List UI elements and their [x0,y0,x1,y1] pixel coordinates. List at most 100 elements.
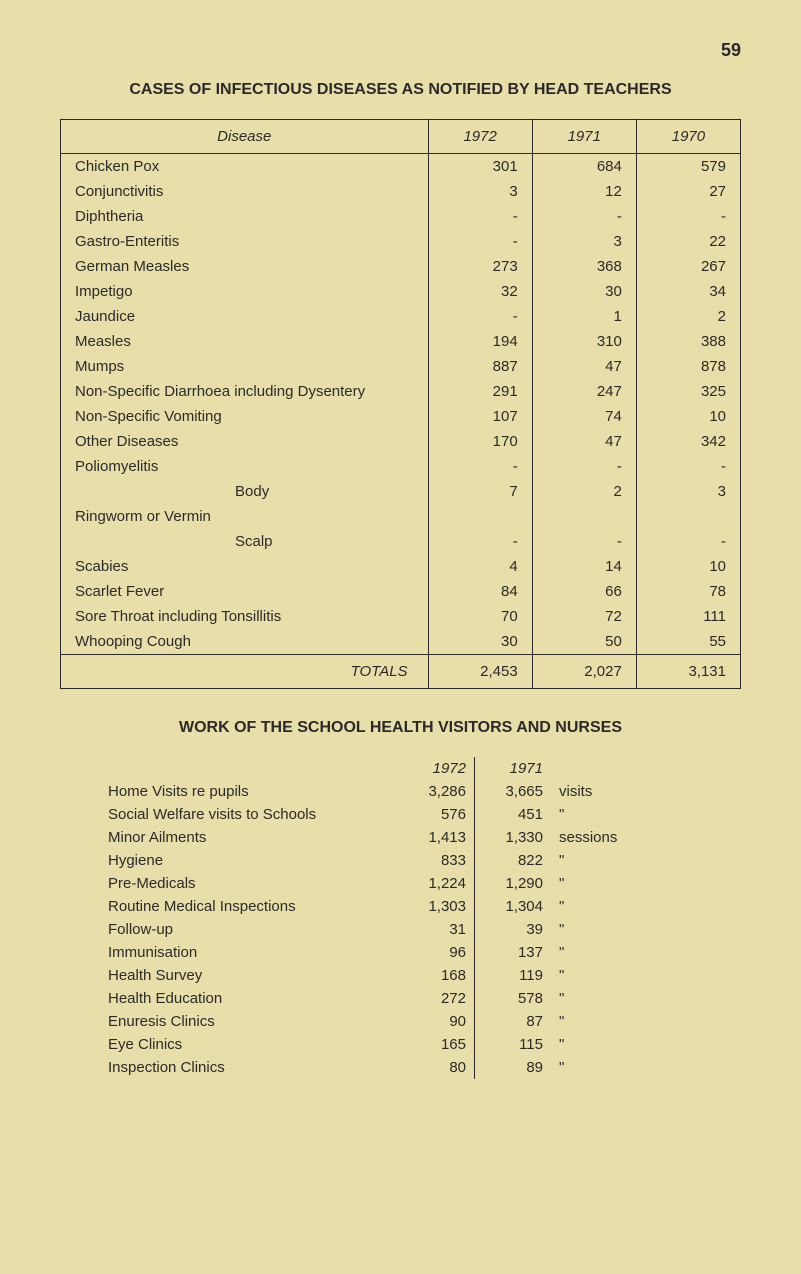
totals-1972: 2,453 [428,655,532,689]
cell-value: 7 [428,479,532,504]
table-row: Gastro-Enteritis-322 [61,229,741,254]
visit-label: Health Education [100,987,398,1010]
cell-value: 84 [428,579,532,604]
cell-value: 1,413 [398,826,475,849]
cell-value: 878 [636,354,740,379]
table-row: Measles194310388 [61,329,741,354]
cell-value: 87 [475,1010,552,1033]
col-header-1971: 1971 [532,120,636,154]
cell-value: 66 [532,579,636,604]
table-row: Scabies41410 [61,554,741,579]
ringworm-body-label: Body [61,479,429,504]
cell-value: 107 [428,404,532,429]
unit-label: " [551,1010,637,1033]
table-row: Social Welfare visits to Schools576451" [100,803,637,826]
cell-value: - [428,229,532,254]
unit-label: " [551,872,637,895]
cell-value: - [636,204,740,229]
cell-value: 47 [532,354,636,379]
cell-value: 1,330 [475,826,552,849]
cell-value: 310 [532,329,636,354]
unit-label: " [551,918,637,941]
table-row: Eye Clinics165115" [100,1033,637,1056]
cell-value: 3,286 [398,780,475,803]
cell-value: 50 [532,629,636,655]
cell-value: - [428,454,532,479]
cell-value: 1,290 [475,872,552,895]
cell-value: 137 [475,941,552,964]
unit-label: sessions [551,826,637,849]
table-row: Conjunctivitis31227 [61,179,741,204]
cell-value [532,504,636,529]
disease-label: Non-Specific Diarrhoea including Dysente… [61,379,429,404]
cell-value: 78 [636,579,740,604]
visit-label: Immunisation [100,941,398,964]
cell-value: 168 [398,964,475,987]
table-row: Minor Ailments1,4131,330sessions [100,826,637,849]
table-row: Follow-up3139" [100,918,637,941]
cell-value: 576 [398,803,475,826]
disease-label: Diphtheria [61,204,429,229]
cell-value: 165 [398,1033,475,1056]
cell-value: - [636,454,740,479]
cell-value: 822 [475,849,552,872]
cell-value: 27 [636,179,740,204]
cell-value: 90 [398,1010,475,1033]
table-row: Diphtheria--- [61,204,741,229]
subtitle: WORK OF THE SCHOOL HEALTH VISITORS AND N… [60,719,741,737]
totals-row: TOTALS 2,453 2,027 3,131 [61,655,741,689]
cell-value: 267 [636,254,740,279]
cell-value: 115 [475,1033,552,1056]
disease-label: Chicken Pox [61,154,429,180]
table-row: Chicken Pox301684579 [61,154,741,180]
cell-value: 55 [636,629,740,655]
cell-value: 30 [428,629,532,655]
table-row: Poliomyelitis--- [61,454,741,479]
col-header-1970: 1970 [636,120,740,154]
table-row: Body 7 2 3 [61,479,741,504]
cell-value: 368 [532,254,636,279]
table-row: Non-Specific Vomiting1077410 [61,404,741,429]
table-row: German Measles273368267 [61,254,741,279]
cell-value: - [428,304,532,329]
col-header-1972: 1972 [428,120,532,154]
page-number: 59 [60,40,741,61]
table-row: Enuresis Clinics9087" [100,1010,637,1033]
unit-label: " [551,964,637,987]
cell-value: 2 [636,304,740,329]
cell-value: 119 [475,964,552,987]
table-row: Whooping Cough305055 [61,629,741,655]
cell-value: 1,303 [398,895,475,918]
cell-value: 10 [636,404,740,429]
cell-value: 89 [475,1056,552,1079]
disease-label: Scarlet Fever [61,579,429,604]
cell-value: 74 [532,404,636,429]
disease-label: Poliomyelitis [61,454,429,479]
table-row: Routine Medical Inspections1,3031,304" [100,895,637,918]
cell-value: 1 [532,304,636,329]
cell-value: 291 [428,379,532,404]
cell-value: 10 [636,554,740,579]
visit-label: Enuresis Clinics [100,1010,398,1033]
visits-table: 1972 1971 Home Visits re pupils3,2863,66… [100,757,637,1079]
page-title: CASES OF INFECTIOUS DISEASES AS NOTIFIED… [60,81,741,99]
table-row: Health Education272578" [100,987,637,1010]
visit-label: Minor Ailments [100,826,398,849]
cell-value: 247 [532,379,636,404]
cell-value: 47 [532,429,636,454]
cell-value [428,504,532,529]
visit-label: Eye Clinics [100,1033,398,1056]
cell-value: 111 [636,604,740,629]
totals-1971: 2,027 [532,655,636,689]
cell-value [636,504,740,529]
visit-label: Health Survey [100,964,398,987]
ringworm-label: Ringworm or Vermin [61,504,429,529]
ringworm-scalp-label: Scalp [61,529,429,554]
cell-value: 833 [398,849,475,872]
cell-value: 96 [398,941,475,964]
totals-1970: 3,131 [636,655,740,689]
unit-label: " [551,849,637,872]
cell-value: 451 [475,803,552,826]
cell-value: 194 [428,329,532,354]
disease-label: Gastro-Enteritis [61,229,429,254]
